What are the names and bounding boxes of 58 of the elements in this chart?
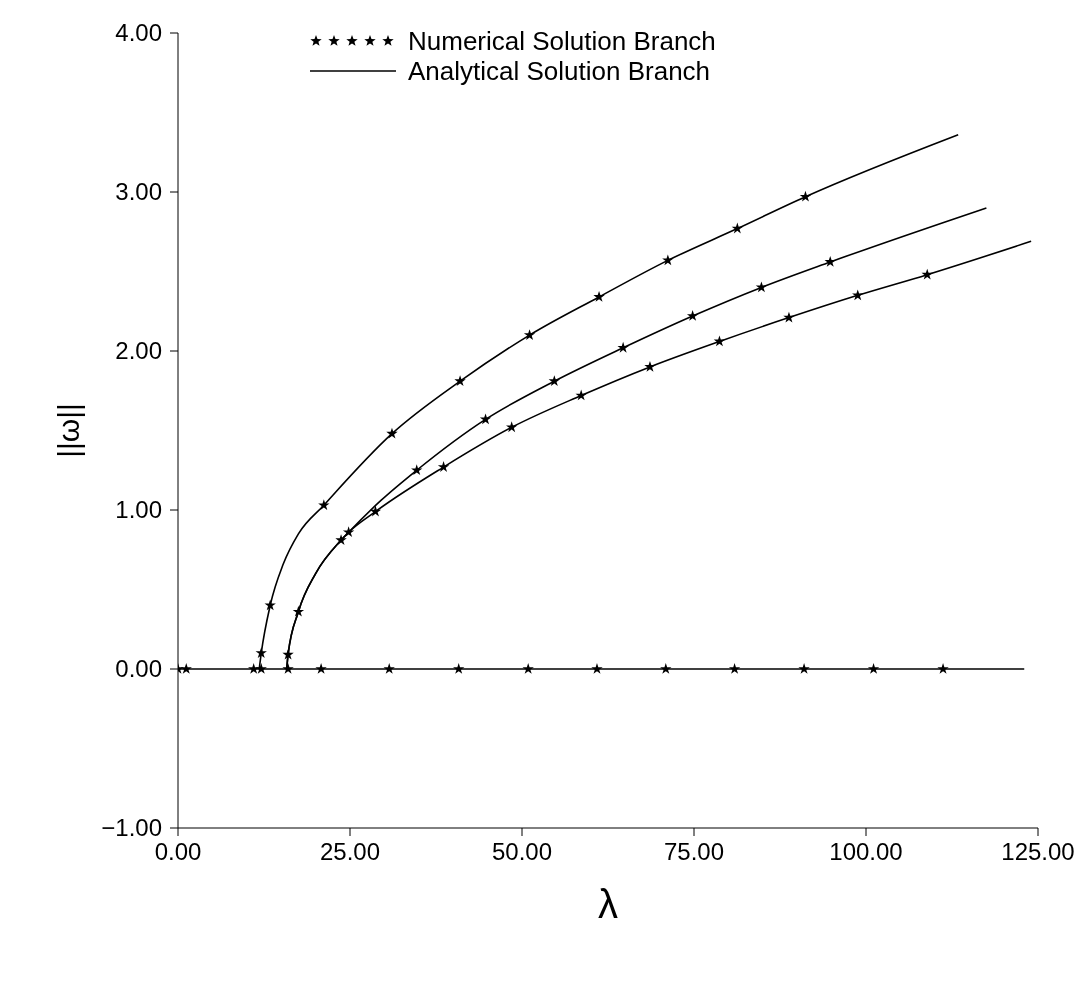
point <box>591 663 603 674</box>
point <box>454 375 466 387</box>
point <box>437 461 450 472</box>
point <box>318 499 330 511</box>
point <box>728 663 741 674</box>
point <box>255 647 267 658</box>
point <box>921 268 933 280</box>
y-tick-label: 0.00 <box>115 655 162 682</box>
point <box>686 310 699 321</box>
point <box>617 341 629 353</box>
point <box>292 605 305 617</box>
point <box>867 663 880 674</box>
y-tick-label: −1.00 <box>101 814 162 841</box>
y-tick-label: 2.00 <box>115 337 162 364</box>
point <box>523 329 536 340</box>
point <box>248 663 260 674</box>
point <box>644 360 656 372</box>
point <box>386 427 398 439</box>
legend-label: Numerical Solution Branch <box>408 26 716 56</box>
point <box>799 190 812 202</box>
point <box>180 663 192 674</box>
point <box>383 663 395 674</box>
point <box>255 663 267 674</box>
point <box>937 663 949 674</box>
point <box>731 222 744 234</box>
x-tick-label: 75.00 <box>663 838 725 865</box>
point <box>506 421 518 433</box>
point <box>824 255 836 267</box>
x-tick-label: 100.00 <box>829 838 903 865</box>
x-tick-label: 0.00 <box>154 838 202 865</box>
point <box>593 290 605 302</box>
point <box>282 663 294 674</box>
point <box>335 534 347 546</box>
point <box>282 648 294 660</box>
x-axis-title: λ <box>598 882 618 926</box>
point <box>479 413 492 425</box>
point <box>342 526 355 538</box>
point <box>755 281 768 293</box>
y-tick-label: 1.00 <box>115 496 162 523</box>
x-tick-label: 50.00 <box>491 838 553 865</box>
y-axis-title: ||ω|| <box>51 403 85 458</box>
point <box>522 663 534 674</box>
point <box>369 505 382 517</box>
point <box>713 335 726 347</box>
point <box>660 663 672 674</box>
x-tick-label: 25.00 <box>319 838 381 865</box>
point <box>264 599 276 611</box>
point <box>852 289 864 301</box>
point <box>315 663 327 674</box>
x-tick-label: 125.00 <box>1001 838 1075 865</box>
y-tick-label: 3.00 <box>115 178 162 205</box>
point <box>453 663 465 674</box>
point <box>411 464 423 476</box>
y-tick-label: 4.00 <box>115 19 162 46</box>
legend-label: Analytical Solution Branch <box>408 56 711 86</box>
point <box>548 375 561 387</box>
point <box>798 663 810 674</box>
point <box>783 311 795 323</box>
